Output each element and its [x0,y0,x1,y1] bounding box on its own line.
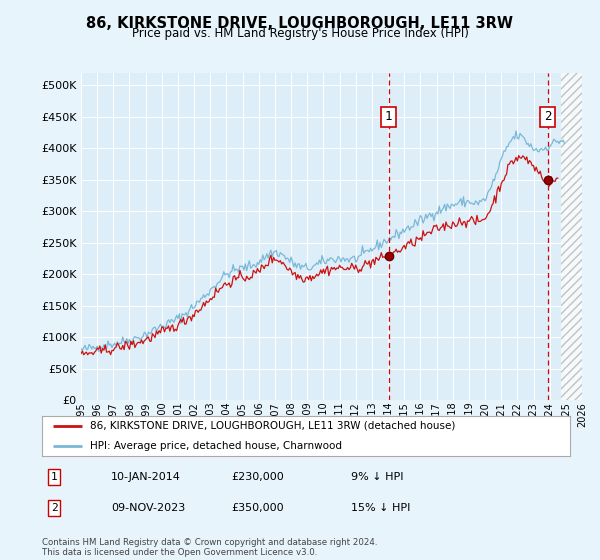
Text: £230,000: £230,000 [231,472,284,482]
Text: 09-NOV-2023: 09-NOV-2023 [111,503,185,513]
Text: 10-JAN-2014: 10-JAN-2014 [111,472,181,482]
Text: 2: 2 [50,503,58,513]
Text: HPI: Average price, detached house, Charnwood: HPI: Average price, detached house, Char… [89,441,341,451]
Text: 9% ↓ HPI: 9% ↓ HPI [351,472,404,482]
Text: £350,000: £350,000 [231,503,284,513]
Text: 86, KIRKSTONE DRIVE, LOUGHBOROUGH, LE11 3RW: 86, KIRKSTONE DRIVE, LOUGHBOROUGH, LE11 … [86,16,514,31]
Text: Contains HM Land Registry data © Crown copyright and database right 2024.
This d: Contains HM Land Registry data © Crown c… [42,538,377,557]
Text: 1: 1 [385,110,392,123]
Bar [561,73,582,400]
Text: 2: 2 [544,110,551,123]
Text: Price paid vs. HM Land Registry's House Price Index (HPI): Price paid vs. HM Land Registry's House … [131,27,469,40]
Text: 86, KIRKSTONE DRIVE, LOUGHBOROUGH, LE11 3RW (detached house): 86, KIRKSTONE DRIVE, LOUGHBOROUGH, LE11 … [89,421,455,431]
Text: 15% ↓ HPI: 15% ↓ HPI [351,503,410,513]
Text: 1: 1 [50,472,58,482]
